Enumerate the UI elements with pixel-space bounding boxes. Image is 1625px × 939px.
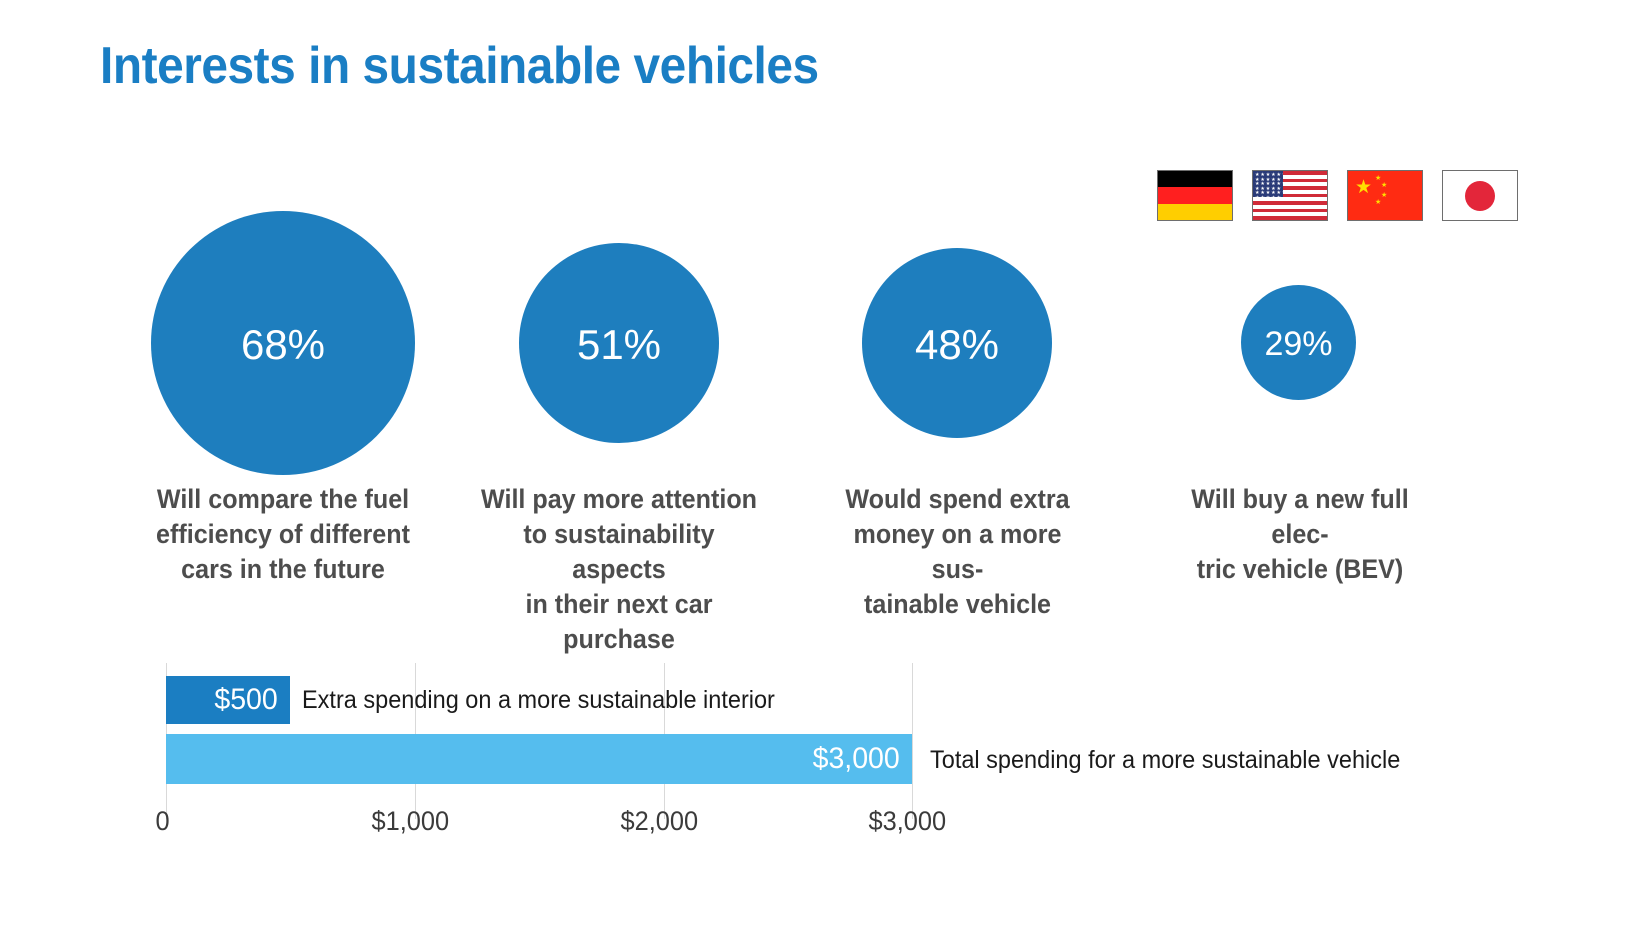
page-title: Interests in sustainable vehicles — [100, 37, 819, 95]
bar-value-2: $3,000 — [812, 742, 900, 775]
bubble-label-1-line-1: Will compare the fuel — [156, 484, 410, 514]
gridline-3000 — [912, 663, 913, 819]
bubble-value-2: 51% — [576, 321, 662, 368]
x-tick-1000: $1,000 — [371, 806, 450, 836]
bubble-label-4-line-1: Will buy a new full elec- — [1191, 484, 1409, 549]
bar-value-1: $500 — [214, 683, 278, 716]
bubble-circle-29: 29% — [1241, 285, 1356, 400]
bubble-label-3: Would spend extra money on a more sus- t… — [830, 482, 1086, 622]
bubble-label-3-line-3: tainable vehicle — [863, 589, 1052, 619]
x-tick-3000: $3,000 — [868, 806, 947, 836]
bubble-label-1: Will compare the fuel efficiency of diff… — [144, 482, 423, 587]
bubble-chart: 68% Will compare the fuel efficiency of … — [144, 211, 1435, 654]
bubble-label-2-line-1: Will pay more attention — [480, 484, 758, 514]
bubble-label-2-line-3: in their next car purchase — [525, 589, 713, 654]
bubble-label-4-line-2: tric vehicle (BEV) — [1196, 554, 1404, 584]
country-flags-row: ★★★★★★★★★★★★★★★★★★★★★★★★★★★★★★★★★ ★ ★ ★ … — [1157, 170, 1518, 221]
bubble-label-3-line-2: money on a more sus- — [853, 519, 1062, 584]
bubble-circle-68: 68% — [151, 211, 415, 475]
bar-label-2: Total spending for a more sustainable ve… — [930, 746, 1401, 774]
bubble-label-1-line-3: cars in the future — [181, 554, 385, 584]
bubble-label-2-line-2: to sustainability aspects — [523, 519, 715, 584]
bubble-label-2: Will pay more attention to sustainabilit… — [474, 482, 764, 657]
japan-flag — [1442, 170, 1518, 221]
bar-label-1: Extra spending on a more sustainable int… — [302, 686, 775, 714]
germany-flag — [1157, 170, 1233, 221]
bubble-circle-51: 51% — [519, 243, 719, 443]
bubble-label-1-line-2: efficiency of different — [156, 519, 410, 549]
bubble-label-3-line-1: Would spend extra — [845, 484, 1070, 514]
china-flag: ★ ★ ★ ★ ★ — [1347, 170, 1423, 221]
bar-total-spending: $3,000 — [166, 734, 912, 784]
x-tick-2000: $2,000 — [620, 806, 699, 836]
bubble-value-3: 48% — [914, 321, 1000, 368]
bubble-value-4: 29% — [1264, 325, 1333, 363]
bubble-value-1: 68% — [240, 321, 326, 368]
usa-flag: ★★★★★★★★★★★★★★★★★★★★★★★★★★★★★★★★★ — [1252, 170, 1328, 221]
bubble-label-4: Will buy a new full elec- tric vehicle (… — [1165, 482, 1435, 587]
bubble-circle-48: 48% — [862, 248, 1052, 438]
x-tick-0: 0 — [155, 806, 170, 836]
bar-extra-spending: $500 — [166, 676, 290, 724]
